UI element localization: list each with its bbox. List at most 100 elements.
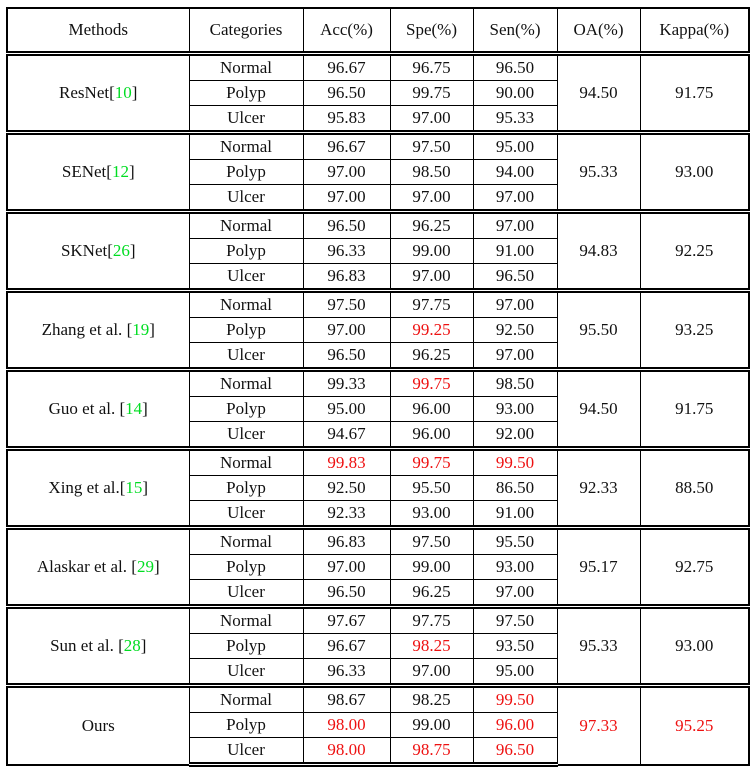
header-spe: Spe(%) <box>389 8 474 56</box>
acc-cell: 99.83 <box>302 446 391 476</box>
spe-cell: 97.50 <box>389 130 474 160</box>
spe-cell: 99.00 <box>389 238 474 264</box>
sen-cell: 99.50 <box>472 446 558 476</box>
sen-cell: 99.50 <box>472 683 558 713</box>
reference-number: 15 <box>125 478 143 497</box>
acc-cell: 97.00 <box>302 554 391 580</box>
category-cell: Polyp <box>188 159 304 185</box>
method-name: ResNet <box>59 83 110 102</box>
acc-cell: 96.67 <box>302 633 391 659</box>
citation-open-bracket: [ <box>106 162 112 181</box>
category-cell: Ulcer <box>188 184 304 212</box>
oa-cell: 94.50 <box>556 367 641 449</box>
spe-cell: 99.00 <box>389 712 474 738</box>
citation-close-bracket: ] <box>142 478 149 497</box>
table-row: Ulcer 96.83 97.00 96.50 <box>7 263 749 291</box>
citation-open-bracket: [ <box>131 557 137 576</box>
citation-open-bracket: [ <box>109 83 115 102</box>
category-cell: Normal <box>188 288 304 318</box>
acc-cell: 99.33 <box>302 367 391 397</box>
kappa-cell: 93.25 <box>639 288 750 370</box>
citation-close-bracket: ] <box>131 83 138 102</box>
sen-cell: 97.00 <box>472 288 558 318</box>
oa-cell: 94.83 <box>556 209 641 291</box>
table-row: Polyp 96.50 99.75 90.00 <box>7 80 749 106</box>
category-cell: Ulcer <box>188 658 304 686</box>
table-row: Ours Normal 98.67 98.25 99.50 97.33 95.25 <box>6 683 750 765</box>
category-cell: Normal <box>188 683 304 713</box>
acc-cell: 96.83 <box>302 525 391 555</box>
sen-cell: 96.00 <box>472 712 558 738</box>
kappa-cell: 92.75 <box>639 525 750 607</box>
header-categories: Categories <box>188 8 304 56</box>
header-methods: Methods <box>6 8 190 56</box>
sen-cell: 97.00 <box>472 184 558 212</box>
spe-cell: 98.25 <box>389 633 474 659</box>
citation-close-bracket: ] <box>140 636 147 655</box>
category-cell: Polyp <box>188 712 304 738</box>
category-cell: Normal <box>188 525 304 555</box>
sen-cell: 86.50 <box>472 475 558 501</box>
spe-cell: 99.75 <box>389 446 474 476</box>
spe-cell: 95.50 <box>389 475 474 501</box>
spe-cell: 99.75 <box>389 367 474 397</box>
acc-cell: 92.33 <box>302 500 391 528</box>
table-row: Sun et al. [28] Normal 97.67 97.75 97.50 95.3… <box>6 604 750 686</box>
table-row: Alaskar et al. [29] Normal 96.83 97.50 95.50… <box>6 525 750 607</box>
spe-cell: 96.75 <box>389 51 474 81</box>
table-row: Guo et al. [14] Normal 99.33 99.75 98.50 94.5… <box>6 367 750 449</box>
category-cell: Ulcer <box>188 737 304 767</box>
reference-number: 28 <box>123 636 141 655</box>
kappa-cell: 93.00 <box>639 130 750 212</box>
sen-cell: 97.00 <box>472 209 558 239</box>
citation-close-bracket: ] <box>129 241 136 260</box>
sen-cell: 95.00 <box>472 130 558 160</box>
citation-close-bracket: ] <box>128 162 135 181</box>
table-row: Polyp 96.67 98.25 93.50 <box>7 633 749 659</box>
reference-number: 10 <box>114 83 132 102</box>
category-cell: Polyp <box>188 633 304 659</box>
oa-cell: 95.50 <box>556 288 641 370</box>
sen-cell: 92.00 <box>472 421 558 449</box>
category-cell: Ulcer <box>188 579 304 607</box>
category-cell: Normal <box>188 130 304 160</box>
reference-number: 19 <box>132 320 150 339</box>
kappa-cell: 91.75 <box>639 51 750 133</box>
table-row: Polyp 98.00 99.00 96.00 <box>7 712 749 738</box>
category-cell: Ulcer <box>188 500 304 528</box>
spe-cell: 97.00 <box>389 184 474 212</box>
method-cell: Alaskar et al. [29] <box>6 525 190 607</box>
acc-cell: 96.33 <box>302 658 391 686</box>
citation-open-bracket: [ <box>119 478 126 497</box>
acc-cell: 92.50 <box>302 475 391 501</box>
sen-cell: 96.50 <box>472 51 558 81</box>
method-cell: Guo et al. [14] <box>6 367 190 449</box>
method-name: Sun et al. <box>50 636 119 655</box>
acc-cell: 96.50 <box>302 579 391 607</box>
sen-cell: 98.50 <box>472 367 558 397</box>
sen-cell: 94.00 <box>472 159 558 185</box>
spe-cell: 96.25 <box>389 209 474 239</box>
category-cell: Polyp <box>188 80 304 106</box>
acc-cell: 96.67 <box>302 130 391 160</box>
category-cell: Normal <box>188 604 304 634</box>
method-cell: SENet[12] <box>6 130 190 212</box>
table-row: Polyp 92.50 95.50 86.50 <box>7 475 749 501</box>
table-row: ResNet[10] Normal 96.67 96.75 96.50 94.50 91.7… <box>6 51 750 133</box>
acc-cell: 96.33 <box>302 238 391 264</box>
category-cell: Polyp <box>188 475 304 501</box>
kappa-cell: 93.00 <box>639 604 750 686</box>
results-table: Methods Categories Acc(%) Spe(%) Sen(%) … <box>6 7 750 767</box>
table-row: SKNet[26] Normal 96.50 96.25 97.00 94.83 92.25 <box>6 209 750 291</box>
table-row: Polyp 96.33 99.00 91.00 <box>7 238 749 264</box>
category-cell: Ulcer <box>188 105 304 133</box>
citation-close-bracket: ] <box>149 320 155 339</box>
header-kappa: Kappa(%) <box>639 8 750 56</box>
oa-cell: 92.33 <box>556 446 641 528</box>
acc-cell: 94.67 <box>302 421 391 449</box>
method-cell: SKNet[26] <box>6 209 190 291</box>
spe-cell: 98.50 <box>389 159 474 185</box>
spe-cell: 97.75 <box>389 604 474 634</box>
category-cell: Ulcer <box>188 342 304 370</box>
sen-cell: 93.00 <box>472 554 558 580</box>
